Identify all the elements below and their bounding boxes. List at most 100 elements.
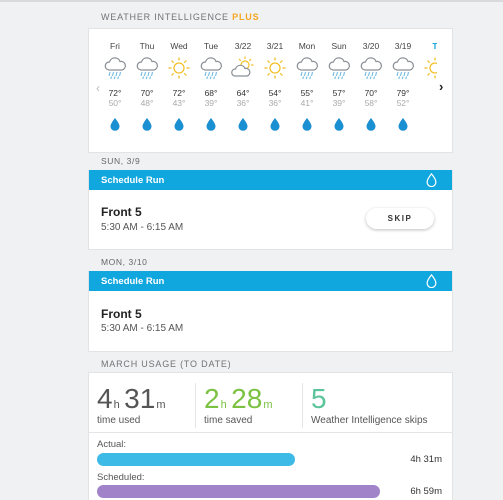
forecast-day-name: 3/20	[362, 41, 380, 51]
schedule-date: SUN, 3/9	[101, 156, 141, 166]
actual-value: 4h 31m	[410, 454, 442, 465]
forecast-day-name: Wed	[170, 41, 188, 51]
skips-label: Weather Intelligence skips	[311, 415, 428, 426]
usage-title: MARCH USAGE (TO DATE)	[101, 359, 232, 369]
schedule-run-label: Schedule Run	[101, 276, 165, 287]
stat-divider	[195, 383, 196, 428]
forecast-high-temp: 54°	[268, 88, 282, 98]
next-arrow-icon[interactable]: ›	[439, 79, 444, 94]
forecast-day-name: T	[432, 41, 437, 51]
forecast-low-temp: 50°	[108, 98, 122, 108]
time-saved-minutes: 28	[231, 383, 263, 414]
schedule-card[interactable]: Schedule Run	[88, 170, 453, 250]
rain-cloud-icon	[200, 57, 222, 80]
forecast-high-temp: 70°	[364, 88, 378, 98]
top-divider	[0, 0, 503, 2]
forecast-day-name: Tue	[203, 41, 219, 51]
zone-name: Front 5	[101, 307, 142, 321]
usage-divider	[89, 432, 452, 433]
plus-badge: PLUS	[232, 12, 260, 22]
time-used-stat: 4h 31m time used	[97, 383, 166, 426]
scheduled-label: Scheduled:	[97, 472, 145, 483]
water-drop-icon	[366, 118, 376, 131]
rain-cloud-icon	[392, 57, 414, 80]
scheduled-value: 6h 59m	[410, 486, 442, 497]
time-used-label: time used	[97, 415, 141, 426]
forecast-high-temp: 72°	[108, 88, 122, 98]
forecast-day-name: 3/22	[234, 41, 252, 51]
forecast-day[interactable]: Thu 70° 48°	[131, 29, 163, 154]
forecast-day-name: Mon	[298, 41, 316, 51]
water-drop-icon	[270, 118, 280, 131]
water-drop-icon	[426, 173, 437, 187]
water-drop-icon	[110, 118, 120, 131]
skips-stat: 5 Weather Intelligence skips	[303, 373, 453, 431]
skips-count: 5	[311, 383, 327, 414]
forecast-day[interactable]: Mon 55° 41°	[291, 29, 323, 154]
forecast-day[interactable]: 3/21 54° 36°	[259, 29, 291, 154]
forecast-day[interactable]: 3/22 64° 36°	[227, 29, 259, 154]
forecast-low-temp: 36°	[236, 98, 250, 108]
water-drop-icon	[142, 118, 152, 131]
forecast-day-name: Thu	[139, 41, 155, 51]
forecast-day[interactable]: Sun 57° 39°	[323, 29, 355, 154]
header-title: WEATHER INTELLIGENCE	[101, 12, 229, 22]
zone-name: Front 5	[101, 205, 142, 219]
rain-cloud-icon	[296, 57, 318, 80]
forecast-low-temp: 48°	[140, 98, 154, 108]
forecast-day[interactable]: Tue 68° 39°	[195, 29, 227, 154]
sun-icon	[168, 57, 190, 79]
forecast-low-temp: 58°	[364, 98, 378, 108]
forecast-high-temp: 70°	[140, 88, 154, 98]
forecast-days: Fri 72° 50° Thu 70° 48° Wed 72° 43° Tue 68° 39° 3/22…	[99, 29, 437, 154]
water-drop-icon	[174, 118, 184, 131]
forecast-high-temp: 72°	[172, 88, 186, 98]
water-drop-icon	[334, 118, 344, 131]
scheduled-usage-bar	[97, 485, 380, 498]
forecast-low-temp: 43°	[172, 98, 186, 108]
stat-divider	[302, 383, 303, 428]
rain-cloud-icon	[328, 57, 350, 80]
sun-icon	[264, 57, 286, 79]
rain-cloud-icon	[104, 57, 126, 80]
forecast-day-name: 3/21	[266, 41, 284, 51]
water-drop-icon	[398, 118, 408, 131]
rain-cloud-icon	[136, 57, 158, 80]
zone-time: 5:30 AM - 6:15 AM	[101, 222, 184, 233]
partly-cloudy-icon	[231, 56, 254, 77]
time-used-hours: 4	[97, 383, 113, 414]
schedule-run-bar: Schedule Run	[89, 271, 452, 291]
forecast-day[interactable]: 3/20 70° 58°	[355, 29, 387, 154]
forecast-day-name: Fri	[110, 41, 120, 51]
schedule-run-label: Schedule Run	[101, 175, 165, 186]
water-drop-icon	[238, 118, 248, 131]
sun-icon	[424, 57, 437, 79]
time-saved-stat: 2h 28m time saved	[204, 383, 273, 426]
forecast-high-temp: 79°	[396, 88, 410, 98]
skip-button[interactable]: SKIP	[366, 208, 434, 229]
time-saved-hours: 2	[204, 383, 220, 414]
prev-arrow-icon[interactable]: ‹	[96, 81, 100, 95]
zone-time: 5:30 AM - 6:15 AM	[101, 323, 184, 334]
forecast-day[interactable]: Wed 72° 43°	[163, 29, 195, 154]
forecast-high-temp: 68°	[204, 88, 218, 98]
schedule-run-bar: Schedule Run	[89, 170, 452, 190]
forecast-day-name: 3/19	[394, 41, 412, 51]
forecast-day[interactable]: T	[419, 29, 437, 154]
forecast-high-temp: 64°	[236, 88, 250, 98]
actual-usage-bar	[97, 453, 295, 466]
forecast-low-temp: 39°	[204, 98, 218, 108]
forecast-day[interactable]: Fri 72° 50°	[99, 29, 131, 154]
forecast-day[interactable]: 3/19 79° 52°	[387, 29, 419, 154]
water-drop-icon	[206, 118, 216, 131]
usage-card: 4h 31m time used 2h 28m time saved 5 Wea…	[88, 372, 453, 500]
forecast-day-name: Sun	[331, 41, 347, 51]
schedule-card[interactable]: Schedule Run	[88, 271, 453, 352]
water-drop-icon	[426, 274, 437, 288]
actual-label: Actual:	[97, 439, 127, 450]
forecast-high-temp: 57°	[332, 88, 346, 98]
schedule-date: MON, 3/10	[101, 257, 148, 267]
time-used-minutes: 31	[124, 383, 156, 414]
forecast-card: ‹ Fri 72° 50° Thu 70° 48° Wed 72° 43° Tue 68° 39° 3/…	[88, 28, 453, 153]
weather-intelligence-header: WEATHER INTELLIGENCE PLUS	[101, 12, 259, 22]
